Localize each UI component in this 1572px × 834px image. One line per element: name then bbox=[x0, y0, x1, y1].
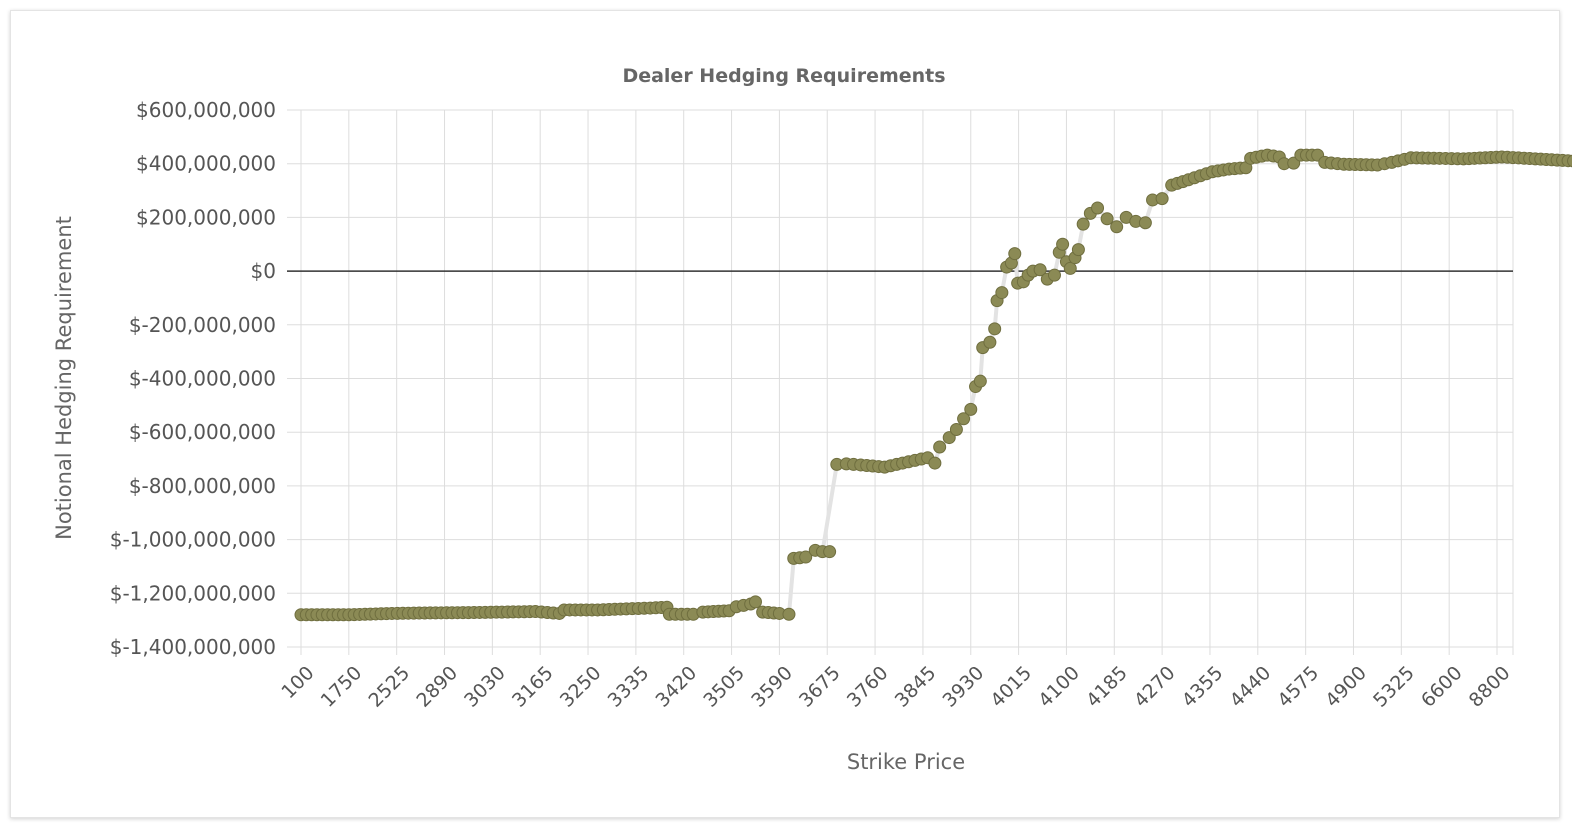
y-tick-label: $200,000,000 bbox=[136, 205, 276, 229]
series-line bbox=[301, 153, 1572, 617]
x-tick-label: 4900 bbox=[1321, 662, 1371, 712]
data-point bbox=[748, 595, 762, 609]
data-point bbox=[1047, 268, 1061, 282]
x-tick-label: 4015 bbox=[986, 662, 1036, 712]
data-point bbox=[988, 322, 1002, 336]
data-point bbox=[964, 402, 978, 416]
data-point bbox=[928, 456, 942, 470]
data-point bbox=[1091, 201, 1105, 215]
data-point bbox=[942, 431, 956, 445]
data-point bbox=[983, 335, 997, 349]
x-tick-label: 3250 bbox=[556, 662, 606, 712]
data-point bbox=[973, 374, 987, 388]
y-tick-label: $-400,000,000 bbox=[129, 367, 276, 391]
y-tick-label: $-1,000,000,000 bbox=[110, 528, 276, 552]
y-axis-label: Notional Hedging Requirement bbox=[52, 216, 76, 540]
y-tick-label: $-1,400,000,000 bbox=[110, 635, 276, 659]
x-tick-label: 4440 bbox=[1226, 662, 1276, 712]
x-tick-label: 4575 bbox=[1273, 662, 1323, 712]
data-point bbox=[1567, 154, 1572, 168]
x-tick-label: 3675 bbox=[795, 662, 845, 712]
x-tick-label: 3590 bbox=[747, 662, 797, 712]
data-point bbox=[949, 423, 963, 437]
series-points bbox=[294, 148, 1572, 622]
data-point bbox=[1033, 263, 1047, 277]
x-tick-label: 3930 bbox=[939, 662, 989, 712]
data-point bbox=[1008, 247, 1022, 261]
x-axis-label: Strike Price bbox=[847, 750, 965, 774]
x-tick-label: 2890 bbox=[412, 662, 462, 712]
x-tick-label: 3845 bbox=[891, 662, 941, 712]
x-tick-label: 100 bbox=[277, 662, 318, 703]
x-tick-label: 2525 bbox=[364, 662, 414, 712]
y-axis-ticks: $600,000,000 $400,000,000 $200,000,000 $0 $-… bbox=[110, 98, 276, 659]
y-tick-label: $0 bbox=[251, 259, 276, 283]
x-tick-label: 4355 bbox=[1178, 662, 1228, 712]
x-tick-label: 6600 bbox=[1417, 662, 1467, 712]
x-tick-label: 4100 bbox=[1034, 662, 1084, 712]
data-point bbox=[1071, 243, 1085, 257]
data-point bbox=[957, 412, 971, 426]
data-point bbox=[1056, 237, 1070, 251]
x-tick-label: 3505 bbox=[699, 662, 749, 712]
data-point bbox=[1100, 212, 1114, 226]
data-point bbox=[1138, 216, 1152, 230]
data-point bbox=[782, 607, 796, 621]
data-point bbox=[799, 550, 813, 564]
x-tick-label: 3030 bbox=[460, 662, 510, 712]
x-tick-label: 3760 bbox=[843, 662, 893, 712]
y-tick-label: $600,000,000 bbox=[136, 98, 276, 122]
data-point bbox=[1063, 261, 1077, 275]
y-tick-label: $-800,000,000 bbox=[129, 474, 276, 498]
y-tick-label: $400,000,000 bbox=[136, 152, 276, 176]
y-tick-label: $-1,200,000,000 bbox=[110, 581, 276, 605]
x-tick-label: 5325 bbox=[1369, 662, 1419, 712]
chart-title: Dealer Hedging Requirements bbox=[622, 65, 945, 87]
chart-card bbox=[10, 10, 1560, 818]
x-tick-label: 3165 bbox=[508, 662, 558, 712]
x-tick-label: 8800 bbox=[1465, 662, 1515, 712]
y-tick-label: $-200,000,000 bbox=[129, 313, 276, 337]
data-point bbox=[995, 286, 1009, 300]
x-tick-label: 3335 bbox=[604, 662, 654, 712]
x-axis-ticks: 1001750252528903030316532503335342035053… bbox=[277, 662, 1514, 712]
x-tick-label: 4270 bbox=[1130, 662, 1180, 712]
data-point bbox=[1076, 217, 1090, 231]
data-point bbox=[1110, 220, 1124, 234]
y-tick-label: $-600,000,000 bbox=[129, 420, 276, 444]
data-point bbox=[1155, 192, 1169, 206]
data-point bbox=[1287, 156, 1301, 170]
x-tick-label: 4185 bbox=[1082, 662, 1132, 712]
data-point bbox=[933, 440, 947, 454]
x-tick-label: 1750 bbox=[317, 662, 367, 712]
x-tick-label: 3420 bbox=[652, 662, 702, 712]
grid bbox=[287, 109, 1514, 655]
data-point bbox=[823, 545, 837, 559]
